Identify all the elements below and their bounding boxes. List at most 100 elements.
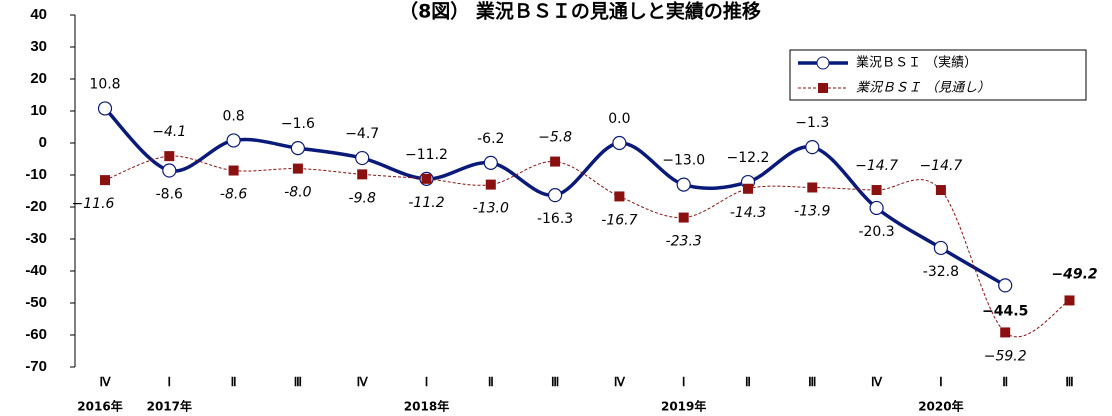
year-label: 2016年: [77, 399, 122, 414]
x-tick-label: Ⅳ: [357, 375, 369, 389]
marker: [871, 185, 882, 196]
data-label: −1.3: [795, 115, 829, 131]
x-tick-label: Ⅱ: [745, 375, 751, 389]
marker: [743, 183, 753, 194]
data-label: −4.7: [345, 126, 379, 142]
data-label: 0.8: [222, 108, 244, 124]
data-label: −1.6: [281, 116, 315, 132]
y-tick-label: -20: [25, 198, 47, 215]
marker: [612, 135, 627, 151]
marker: [162, 163, 177, 178]
legend-label: 業況ＢＳＩ （実績）: [856, 55, 977, 71]
marker: [1000, 327, 1011, 338]
data-label: −59.2: [984, 348, 1027, 364]
data-label: −49.2: [1051, 266, 1097, 282]
data-label: −11.2: [405, 147, 448, 163]
legend-marker: [816, 56, 830, 70]
x-tick-label: Ⅰ: [682, 375, 686, 389]
data-label: -16.3: [537, 211, 573, 227]
y-tick-label: -40: [25, 262, 47, 279]
marker: [805, 140, 820, 155]
marker: [483, 155, 498, 170]
y-tick-label: -50: [25, 294, 47, 311]
x-tick-label: Ⅲ: [294, 375, 302, 389]
x-tick-label: Ⅳ: [871, 375, 883, 389]
data-label: −11.6: [72, 196, 115, 212]
data-label: -9.8: [349, 190, 376, 206]
marker: [421, 173, 432, 184]
x-tick-label: Ⅰ: [939, 375, 943, 389]
legend-box: [789, 49, 1087, 101]
data-label: 10.8: [89, 76, 120, 92]
x-tick-label: Ⅲ: [1065, 375, 1073, 389]
x-tick-label: Ⅳ: [99, 375, 111, 389]
x-tick-label: Ⅲ: [808, 375, 816, 389]
marker: [807, 182, 818, 193]
data-label: -11.2: [408, 195, 444, 211]
y-tick-label: 30: [30, 38, 47, 55]
marker: [97, 101, 113, 116]
data-label: -13.0: [473, 201, 509, 217]
marker: [550, 156, 561, 167]
x-tick-label: Ⅳ: [614, 375, 626, 389]
y-tick-label: -30: [25, 230, 47, 247]
marker: [292, 163, 303, 174]
data-label: −14.7: [919, 158, 962, 174]
x-tick-label: Ⅰ: [168, 375, 172, 389]
x-tick-label: Ⅰ: [425, 375, 429, 389]
marker: [547, 188, 563, 203]
x-tick-label: Ⅱ: [488, 375, 494, 389]
y-tick-label: -10: [25, 166, 47, 183]
data-label: −12.2: [727, 150, 770, 166]
data-label: -13.9: [794, 203, 830, 219]
marker: [998, 278, 1013, 293]
marker: [164, 151, 175, 162]
data-label: −13.0: [662, 153, 705, 169]
marker: [290, 141, 305, 156]
marker: [355, 150, 370, 166]
y-tick-label: 40: [30, 6, 47, 23]
data-label: −4.1: [152, 124, 186, 140]
marker: [226, 133, 241, 148]
data-label: −44.5: [982, 303, 1028, 319]
marker: [357, 169, 368, 180]
marker: [1064, 295, 1075, 306]
data-label: -14.3: [730, 205, 766, 221]
data-label: -6.2: [477, 131, 504, 147]
data-label: -8.6: [220, 187, 247, 203]
data-label: −14.7: [855, 158, 898, 174]
data-label: -20.3: [858, 224, 894, 240]
x-tick-label: Ⅱ: [231, 375, 237, 389]
y-tick-label: 0: [39, 134, 47, 151]
y-tick-label: 10: [30, 102, 47, 119]
marker: [485, 179, 496, 190]
year-label: 2020年: [918, 399, 963, 414]
series-line: [104, 155, 1070, 338]
data-label: -8.0: [284, 185, 311, 201]
data-label: −5.8: [538, 130, 572, 146]
data-label: -23.3: [666, 234, 702, 250]
marker: [614, 191, 625, 202]
year-label: 2019年: [661, 399, 706, 414]
chart-title: （8図） 業況ＢＳＩの見通しと実績の推移: [399, 0, 761, 23]
marker: [228, 165, 239, 176]
y-tick-label: 20: [30, 70, 47, 87]
marker: [935, 185, 946, 196]
year-label: 2017年: [147, 399, 192, 414]
marker: [676, 177, 691, 192]
y-tick-label: -60: [25, 326, 47, 343]
legend-label: 業況ＢＳＩ （見通し）: [856, 80, 990, 96]
y-tick-label: -70: [25, 358, 47, 375]
marker: [678, 212, 689, 223]
marker: [869, 200, 884, 216]
year-label: 2018年: [404, 399, 449, 414]
data-label: -16.7: [601, 212, 637, 228]
marker: [933, 240, 949, 256]
data-label: -8.6: [156, 187, 183, 203]
marker: [100, 175, 110, 186]
data-label: -32.8: [923, 264, 959, 280]
data-label: 0.0: [608, 111, 630, 127]
x-tick-label: Ⅲ: [551, 375, 559, 389]
legend-marker: [818, 83, 828, 93]
